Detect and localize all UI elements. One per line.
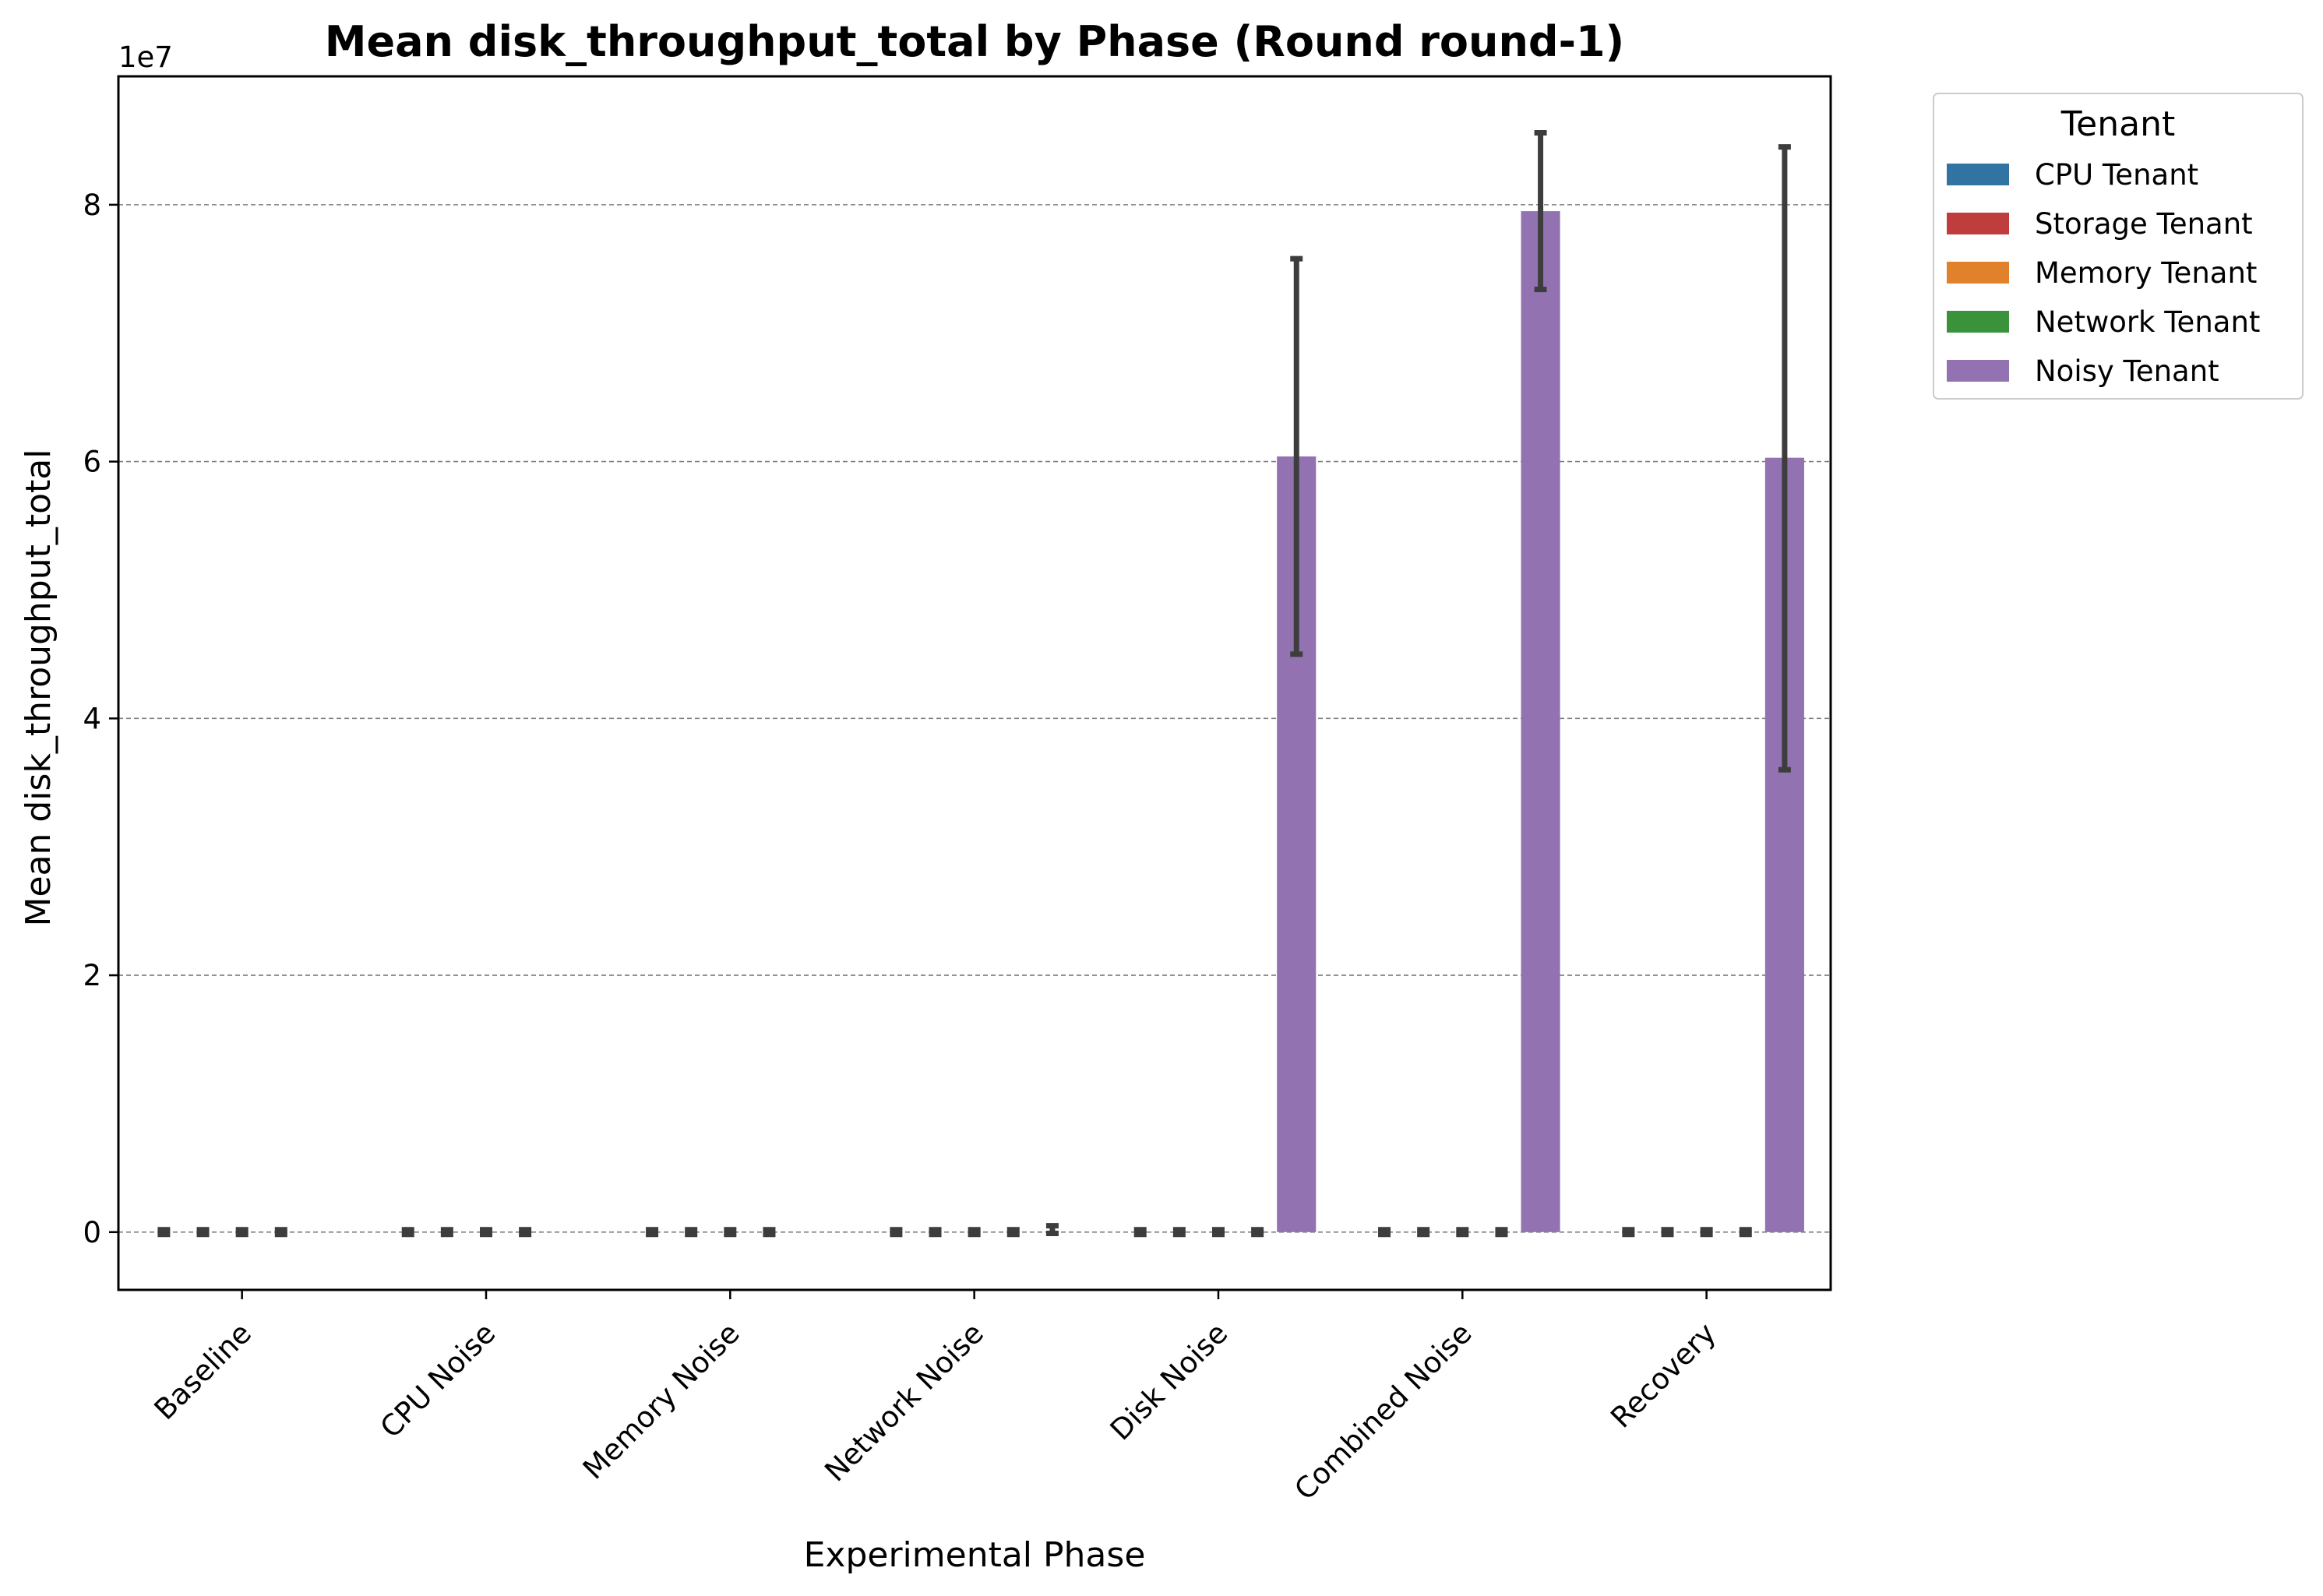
- y-tick-label: 8: [83, 188, 101, 222]
- legend-swatch: [1947, 311, 2009, 333]
- y-tick-label: 0: [83, 1216, 101, 1249]
- legend-label: Network Tenant: [2035, 305, 2260, 339]
- legend-label: Storage Tenant: [2035, 207, 2253, 241]
- legend-label: Noisy Tenant: [2035, 354, 2219, 388]
- x-axis-label: Experimental Phase: [804, 1535, 1146, 1575]
- y-tick-label: 6: [83, 446, 101, 479]
- y-axis-label: Mean disk_throughput_total: [19, 449, 58, 927]
- y-tick-label: 4: [83, 702, 101, 735]
- legend-swatch: [1947, 360, 2009, 382]
- y-axis-offset-label: 1e7: [118, 41, 173, 74]
- legend-swatch: [1947, 262, 2009, 284]
- y-axis-ticks: 0 2 4 6 8: [83, 188, 118, 1249]
- y-tick-label: 2: [83, 959, 101, 992]
- legend: Tenant CPU Tenant Storage Tenant Memory Te…: [1933, 93, 2304, 400]
- error-bars: [157, 130, 1791, 1238]
- legend-items: CPU Tenant Storage Tenant Memory Tenant Net…: [1947, 158, 2260, 388]
- legend-label: Memory Tenant: [2035, 256, 2257, 290]
- legend-label: CPU Tenant: [2035, 158, 2198, 192]
- legend-swatch: [1947, 213, 2009, 234]
- chart-title: Mean disk_throughput_total by Phase (Rou…: [325, 17, 1625, 66]
- legend-box: [1933, 93, 2304, 400]
- bar: [1521, 211, 1560, 1232]
- legend-swatch: [1947, 164, 2009, 185]
- legend-title: Tenant: [2060, 104, 2175, 144]
